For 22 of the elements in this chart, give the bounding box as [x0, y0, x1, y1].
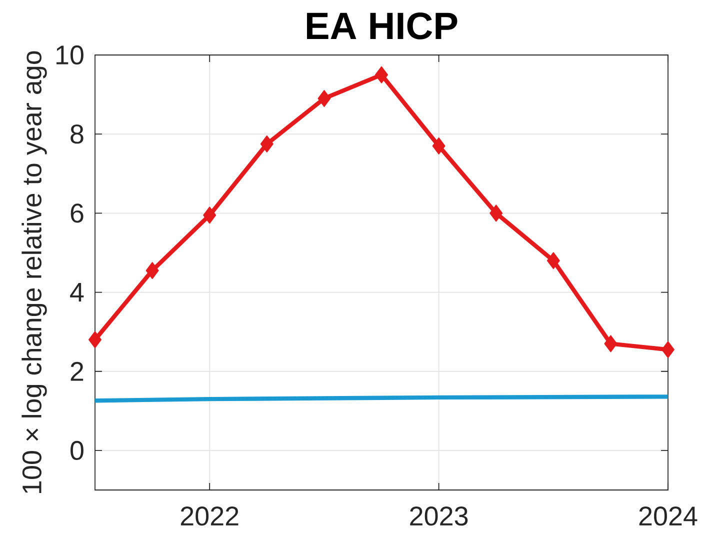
x-tick-label: 2022	[180, 506, 238, 526]
point	[260, 135, 274, 152]
point	[318, 90, 331, 107]
point	[662, 341, 675, 358]
chart-title: EA HICP	[306, 12, 458, 40]
point	[375, 66, 388, 84]
y-tick-label: 0	[70, 440, 84, 460]
point	[546, 252, 560, 270]
y-tick-label: 10	[56, 45, 84, 65]
point	[203, 206, 216, 224]
point	[88, 331, 102, 348]
y-tick-label: 4	[70, 282, 84, 302]
point	[490, 204, 503, 222]
y-tick-label: 2	[70, 362, 84, 381]
x-tick-label: 2023	[410, 506, 468, 526]
x-tick-label: 2024	[639, 506, 698, 526]
y-tick-label: 8	[70, 124, 84, 144]
y-axis-title: 100 × log change relative to year ago	[22, 51, 47, 493]
y-tick-label: 6	[70, 204, 84, 223]
point	[604, 335, 618, 352]
point	[146, 262, 159, 280]
point	[432, 137, 446, 154]
